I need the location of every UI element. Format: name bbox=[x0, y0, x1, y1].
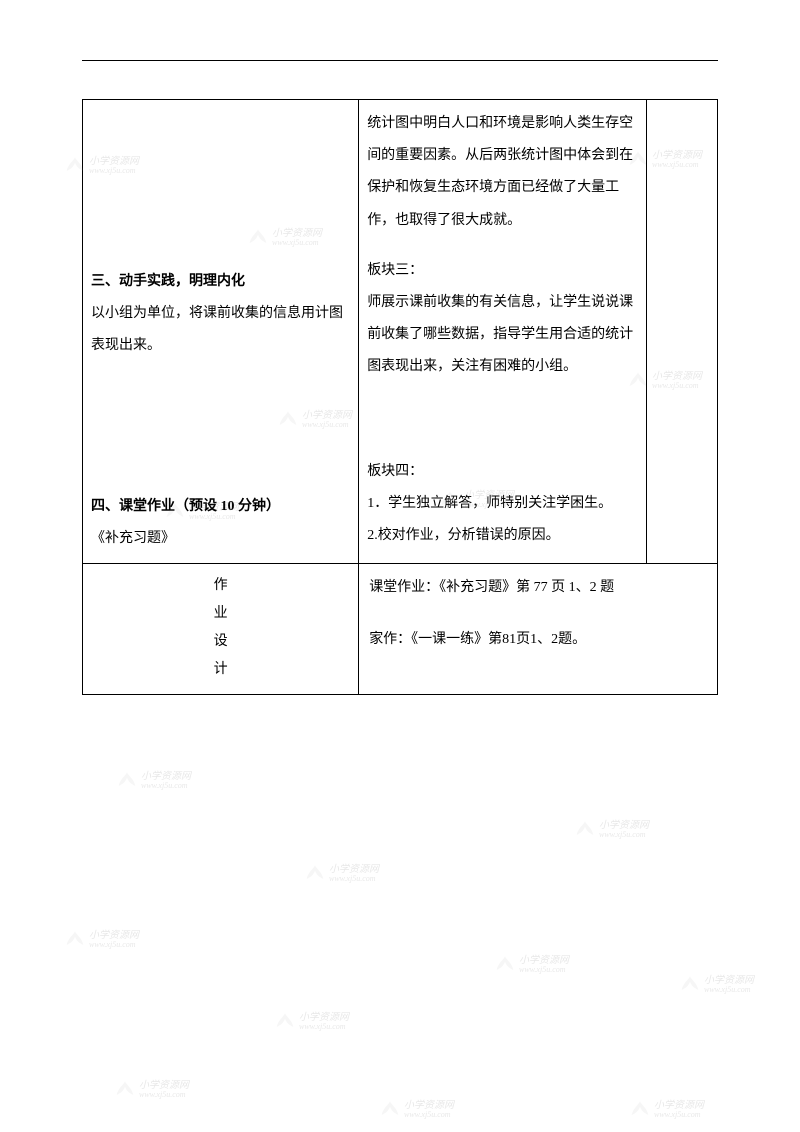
table-row-homework: 作业设计 课堂作业：《补充习题》第 77 页 1、2 题 家作：《一课一练》第8… bbox=[83, 563, 718, 694]
section3-heading: 三、动手实践，明理内化 bbox=[91, 266, 350, 298]
homework-line2: 家作：《一课一练》第81页1、2题。 bbox=[369, 624, 709, 656]
section3-left-body: 以小组为单位，将课前收集的信息用计图表现出来。 bbox=[91, 298, 350, 362]
leaf-icon bbox=[275, 1012, 295, 1032]
watermark: 小学资源网 www.xj5u.com bbox=[680, 975, 754, 995]
section4-heading: 四、课堂作业（预设 10 分钟） bbox=[91, 491, 350, 523]
watermark: 小学资源网 www.xj5u.com bbox=[305, 864, 379, 884]
leaf-icon bbox=[575, 820, 595, 840]
watermark: 小学资源网 www.xj5u.com bbox=[115, 1080, 189, 1100]
lesson-plan-table: 三、动手实践，明理内化 以小组为单位，将课前收集的信息用计图表现出来。 四、课堂… bbox=[82, 99, 718, 695]
leaf-icon bbox=[495, 955, 515, 975]
homework-content-cell: 课堂作业：《补充习题》第 77 页 1、2 题 家作：《一课一练》第81页1、2… bbox=[359, 563, 718, 694]
header-rule bbox=[82, 60, 718, 61]
section3-middle-heading: 板块三： bbox=[367, 255, 638, 287]
leaf-icon bbox=[65, 930, 85, 950]
table-row-main: 三、动手实践，明理内化 以小组为单位，将课前收集的信息用计图表现出来。 四、课堂… bbox=[83, 100, 718, 564]
section3-middle-body: 师展示课前收集的有关信息，让学生说说课前收集了哪些数据，指导学生用合适的统计图表… bbox=[367, 287, 638, 384]
left-column: 三、动手实践，明理内化 以小组为单位，将课前收集的信息用计图表现出来。 四、课堂… bbox=[83, 100, 359, 564]
middle-column: 统计图中明白人口和环境是影响人类生存空间的重要因素。从后两张统计图中体会到在保护… bbox=[359, 100, 647, 564]
watermark: 小学资源网 www.xj5u.com bbox=[630, 1100, 704, 1120]
leaf-icon bbox=[115, 1080, 135, 1100]
section4-middle-item2: 2.校对作业，分析错误的原因。 bbox=[367, 520, 638, 552]
section4-middle-heading: 板块四： bbox=[367, 456, 638, 488]
homework-label-cell: 作业设计 bbox=[83, 563, 359, 694]
homework-label: 作业设计 bbox=[214, 572, 228, 684]
leaf-icon bbox=[117, 771, 137, 791]
leaf-icon bbox=[680, 975, 700, 995]
section4-middle-item1: 1．学生独立解答，师特别关注学困生。 bbox=[367, 488, 638, 520]
right-column bbox=[647, 100, 718, 564]
leaf-icon bbox=[380, 1100, 400, 1120]
watermark: 小学资源网 www.xj5u.com bbox=[495, 955, 569, 975]
row1-middle-text: 统计图中明白人口和环境是影响人类生存空间的重要因素。从后两张统计图中体会到在保护… bbox=[367, 108, 638, 237]
watermark: 小学资源网 www.xj5u.com bbox=[380, 1100, 454, 1120]
watermark: 小学资源网 www.xj5u.com bbox=[575, 820, 649, 840]
homework-line1: 课堂作业：《补充习题》第 77 页 1、2 题 bbox=[369, 572, 709, 604]
section4-left-body: 《补充习题》 bbox=[91, 523, 350, 555]
watermark: 小学资源网 www.xj5u.com bbox=[117, 771, 191, 791]
leaf-icon bbox=[305, 864, 325, 884]
leaf-icon bbox=[630, 1100, 650, 1120]
watermark: 小学资源网 www.xj5u.com bbox=[275, 1012, 349, 1032]
watermark: 小学资源网 www.xj5u.com bbox=[65, 930, 139, 950]
